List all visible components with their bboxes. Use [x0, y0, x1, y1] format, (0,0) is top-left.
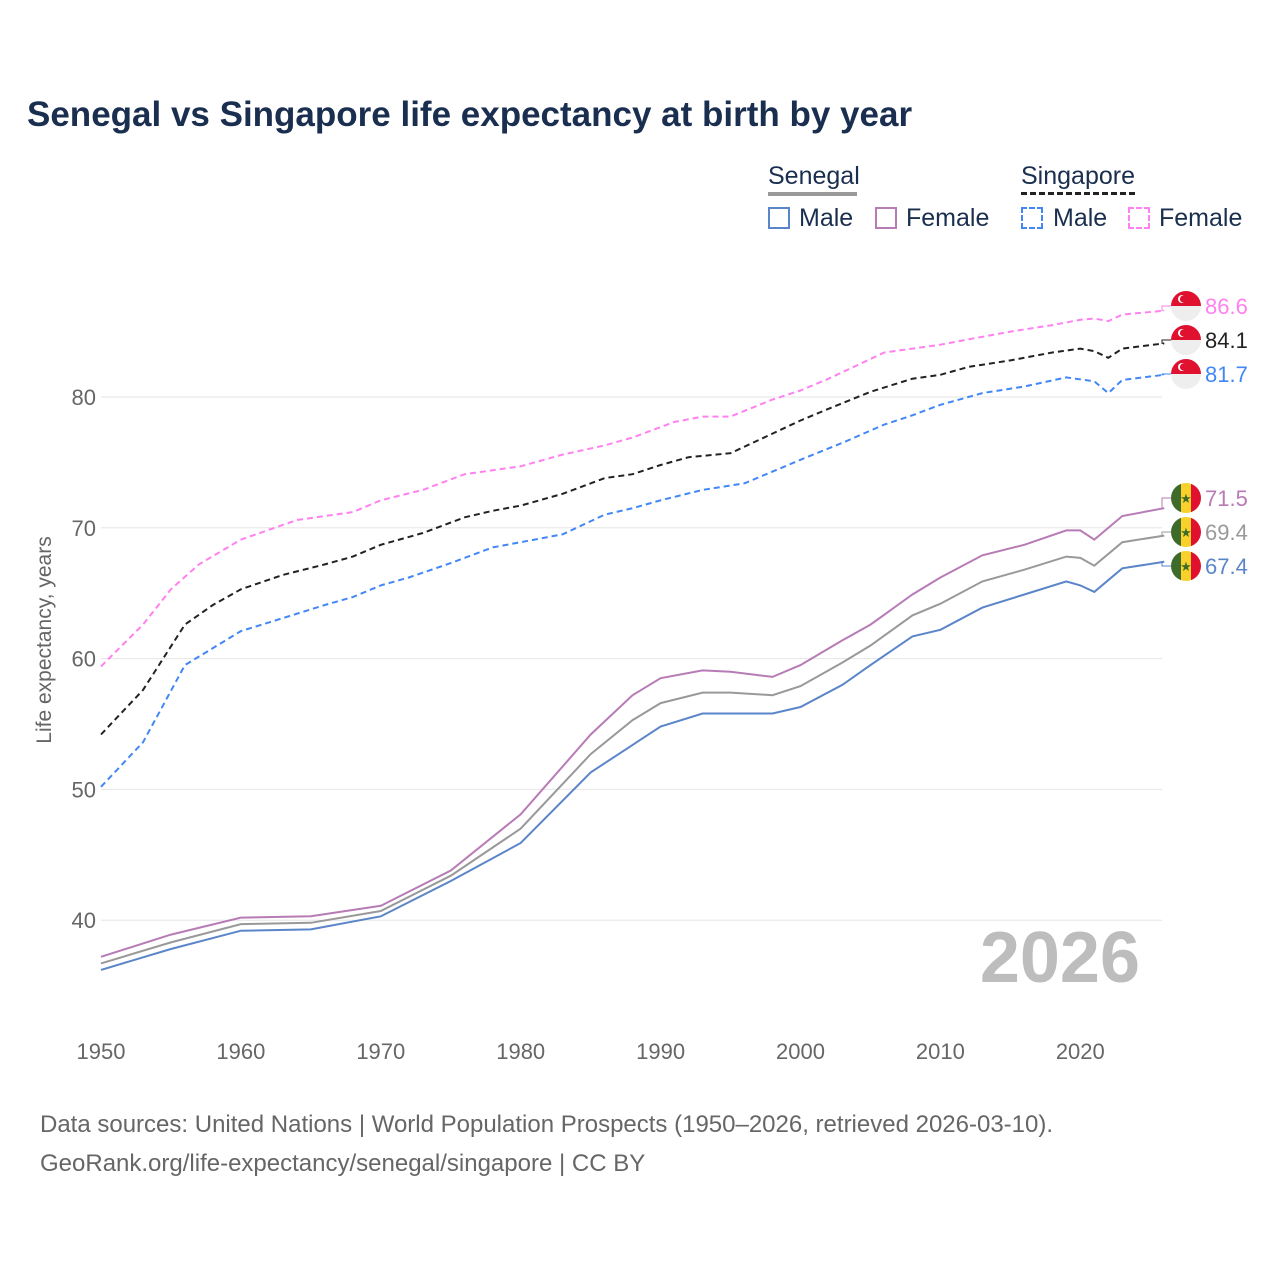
end-value-label: 71.5	[1205, 486, 1248, 511]
senegal-flag-icon: ★	[1171, 483, 1201, 513]
singapore-flag-icon	[1171, 291, 1201, 321]
legend-group-senegal: Senegal	[768, 162, 860, 190]
y-tick-label: 80	[72, 385, 96, 410]
legend-senegal-male[interactable]: Male	[799, 204, 854, 232]
series-line-senegal-total	[100, 534, 1165, 965]
legend-senegal-female-swatch	[875, 207, 897, 229]
footer-sources: Data sources: United Nations | World Pop…	[40, 1111, 1054, 1138]
end-value-label: 81.7	[1205, 362, 1248, 387]
svg-text:★: ★	[1180, 491, 1192, 506]
senegal-flag-icon: ★	[1171, 517, 1201, 547]
series-line-senegal-male	[100, 560, 1165, 971]
legend-senegal-underline	[768, 192, 857, 196]
footer: Data sources: United Nations | World Pop…	[40, 1105, 1053, 1183]
legend-singapore-female-swatch	[1128, 207, 1150, 229]
singapore-flag-icon	[1171, 325, 1201, 355]
label-connector	[1161, 373, 1172, 376]
x-tick-label: 1960	[216, 1039, 265, 1064]
legend-singapore-female[interactable]: Female	[1159, 204, 1243, 232]
legend-singapore-underline	[1021, 192, 1135, 195]
x-tick-label: 2010	[916, 1039, 965, 1064]
x-tick-label: 2020	[1056, 1039, 1105, 1064]
footer-link[interactable]: GeoRank.org/life-expectancy/senegal/sing…	[40, 1150, 646, 1177]
label-connector	[1161, 531, 1172, 537]
legend-group-singapore: Singapore	[1021, 162, 1135, 190]
x-tick-label: 1950	[77, 1039, 126, 1064]
series-line-senegal-female	[100, 507, 1165, 958]
year-watermark: 2026	[980, 918, 1140, 998]
end-value-label: 86.6	[1205, 294, 1248, 319]
y-tick-label: 40	[72, 908, 96, 933]
legend-singapore-male-swatch	[1021, 207, 1043, 229]
label-connector	[1161, 497, 1172, 509]
singapore-flag-icon	[1171, 359, 1201, 389]
legend-singapore-male[interactable]: Male	[1053, 204, 1108, 232]
y-axis-label: Life expectancy, years	[33, 536, 56, 743]
label-connector	[1161, 561, 1172, 567]
legend-senegal-female[interactable]: Female	[906, 204, 990, 232]
series-line-singapore-male	[100, 373, 1165, 788]
x-tick-label: 1970	[356, 1039, 405, 1064]
end-value-label: 84.1	[1205, 328, 1248, 353]
series-line-singapore-female	[100, 309, 1165, 668]
x-tick-label: 1980	[496, 1039, 545, 1064]
senegal-flag-icon: ★	[1171, 551, 1201, 581]
chart-title: Senegal vs Singapore life expectancy at …	[27, 95, 913, 134]
series-line-singapore-total	[100, 342, 1165, 736]
y-tick-label: 50	[72, 777, 96, 802]
label-connector	[1161, 305, 1172, 312]
legend-senegal-male-swatch	[768, 207, 790, 229]
y-tick-label: 60	[72, 647, 96, 672]
x-tick-label: 2000	[776, 1039, 825, 1064]
end-value-label: 67.4	[1205, 554, 1248, 579]
svg-text:★: ★	[1180, 525, 1192, 540]
end-value-label: 69.4	[1205, 520, 1248, 545]
svg-text:★: ★	[1180, 559, 1192, 574]
y-tick-label: 70	[72, 516, 96, 541]
x-tick-label: 1990	[636, 1039, 685, 1064]
label-connector	[1161, 339, 1172, 344]
